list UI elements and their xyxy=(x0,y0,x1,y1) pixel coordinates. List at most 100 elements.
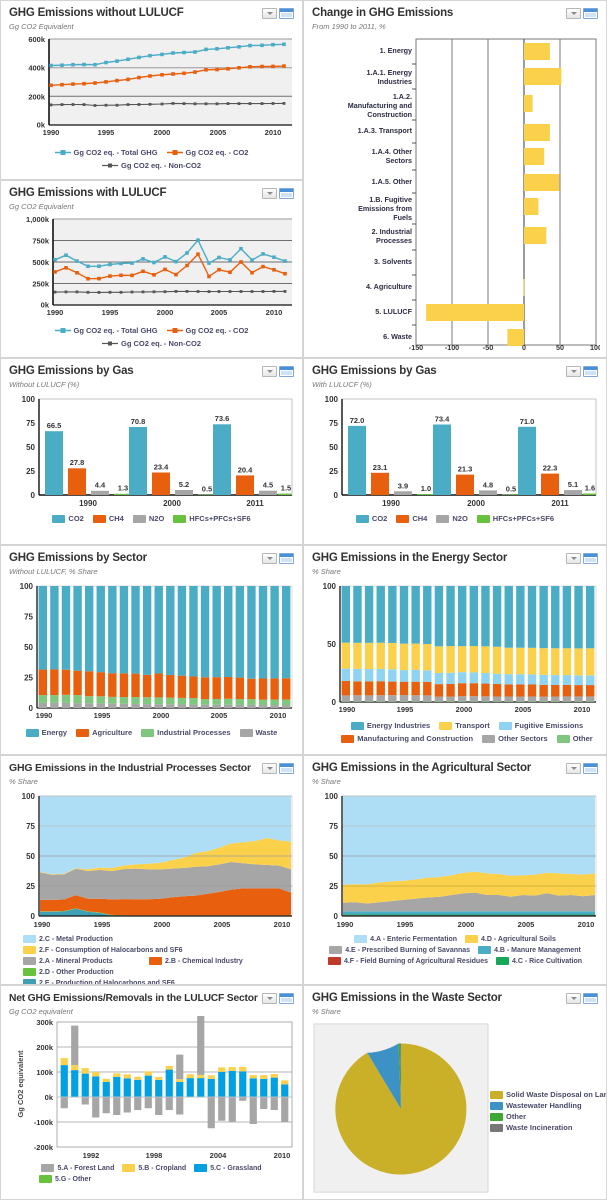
chevron-down-icon[interactable] xyxy=(262,993,277,1004)
svg-text:100: 100 xyxy=(325,395,339,404)
chevron-down-icon[interactable] xyxy=(262,366,277,377)
color-swatch-icon xyxy=(478,946,492,954)
panel-ghg-without-lulucf: GHG Emissions without LULUCF Gg CO2 Equi… xyxy=(0,0,303,180)
svg-text:Industries: Industries xyxy=(378,77,412,86)
svg-text:3.9: 3.9 xyxy=(398,481,408,490)
legend-item[interactable]: Wastewater Handling xyxy=(490,1101,598,1110)
open-window-icon[interactable] xyxy=(279,553,294,564)
legend-item[interactable]: 4.D - Agricultural Soils xyxy=(465,935,556,943)
svg-text:Fuels: Fuels xyxy=(393,213,412,222)
legend-item[interactable]: Industrial Processes xyxy=(141,728,231,737)
bars-1990: 72.0 23.1 3.9 1.0 1990 xyxy=(348,416,435,508)
chevron-down-icon[interactable] xyxy=(566,553,581,564)
legend-item[interactable]: 4.C - Rice Cultivation xyxy=(496,957,582,965)
legend-item[interactable]: 4.E - Prescribed Burning of Savannas xyxy=(329,946,470,954)
legend-item[interactable]: Gg CO2 eq. - Total GHG xyxy=(54,326,158,335)
open-window-icon[interactable] xyxy=(279,993,294,1004)
svg-text:20.4: 20.4 xyxy=(238,465,253,474)
legend-item[interactable]: Waste xyxy=(239,728,277,737)
legend-item[interactable]: HFCs+PFCs+SF6 xyxy=(476,514,554,523)
areas xyxy=(343,796,595,916)
legend-label: N2O xyxy=(452,514,468,523)
color-swatch-icon xyxy=(23,935,36,943)
legend-item[interactable]: Gg CO2 eq. - Non-CO2 xyxy=(101,339,201,348)
pie-slice-incineration[interactable] xyxy=(400,1043,401,1109)
legend-item[interactable]: Manufacturing and Construction xyxy=(341,734,473,743)
legend-item[interactable]: Agriculture xyxy=(76,728,132,737)
legend-item[interactable]: Solid Waste Disposal on Land xyxy=(490,1090,607,1099)
legend-item[interactable]: 2.B - Chemical Industry xyxy=(149,957,243,965)
chevron-down-icon[interactable] xyxy=(262,188,277,199)
legend-item[interactable]: 2.E - Production of Halocarbons and SF6 xyxy=(23,979,175,984)
legend-item[interactable]: Gg CO2 eq. - Non-CO2 xyxy=(101,161,201,170)
legend-label: Other Sectors xyxy=(498,734,548,743)
chevron-down-icon[interactable] xyxy=(566,366,581,377)
legend-item[interactable]: Fugitive Emissions xyxy=(498,721,583,730)
open-window-icon[interactable] xyxy=(583,553,598,564)
svg-text:2005: 2005 xyxy=(211,711,228,720)
legend-item[interactable]: N2O xyxy=(132,514,164,523)
legend-item[interactable]: 5.G - Other xyxy=(11,1175,292,1183)
chevron-down-icon[interactable] xyxy=(262,763,277,774)
legend-label: 5.A - Forest Land xyxy=(57,1164,115,1172)
open-window-icon[interactable] xyxy=(279,763,294,774)
legend-item[interactable]: 5.A - Forest Land xyxy=(41,1164,114,1172)
legend-item[interactable]: 2.F - Consumption of Halocarbons and SF6 xyxy=(23,946,183,954)
open-window-icon[interactable] xyxy=(279,366,294,377)
legend-item[interactable]: Other xyxy=(490,1112,598,1121)
panel-header: GHG Emissions in the Waste Sector % Shar… xyxy=(312,992,598,1020)
svg-text:250k: 250k xyxy=(32,280,50,289)
legend-item[interactable]: N2O xyxy=(436,514,468,523)
legend-item[interactable]: 4.B - Manure Management xyxy=(478,946,581,954)
legend-item[interactable]: Other xyxy=(556,734,593,743)
open-window-icon[interactable] xyxy=(583,763,598,774)
series-non-co2 xyxy=(49,102,286,107)
panel-title: GHG Emissions by Gas xyxy=(9,365,134,377)
legend-item[interactable]: 2.A - Mineral Products xyxy=(23,957,143,965)
legend-item[interactable]: CH4 xyxy=(396,514,427,523)
legend-item[interactable]: HFCs+PFCs+SF6 xyxy=(173,514,251,523)
legend-label: 2.C - Metal Production xyxy=(39,935,113,943)
legend-item[interactable]: 4.A - Enteric Fermentation xyxy=(354,935,457,943)
legend-item[interactable]: CO2 xyxy=(52,514,84,523)
legend-item[interactable]: 5.C - Grassland xyxy=(194,1164,262,1172)
panel-subtitle: % Share xyxy=(312,1007,341,1016)
svg-text:0: 0 xyxy=(31,912,36,921)
legend-item[interactable]: 2.D - Other Production xyxy=(23,968,143,976)
legend-item[interactable]: Gg CO2 eq. - Total GHG xyxy=(54,148,158,157)
legend-item[interactable]: 5.B - Cropland xyxy=(122,1164,186,1172)
chevron-down-icon[interactable] xyxy=(262,553,277,564)
chevron-down-icon[interactable] xyxy=(566,8,581,19)
legend-item[interactable]: Transport xyxy=(439,721,490,730)
legend-item[interactable]: Other Sectors xyxy=(482,734,548,743)
legend-item[interactable]: CO2 xyxy=(355,514,387,523)
svg-text:-50: -50 xyxy=(483,343,493,351)
legend-item[interactable]: Gg CO2 eq. - CO2 xyxy=(166,148,248,157)
legend-without-lulucf: Gg CO2 eq. - Total GHG Gg CO2 eq. - CO2 … xyxy=(9,145,294,171)
open-window-icon[interactable] xyxy=(279,8,294,19)
line-marker-icon xyxy=(54,150,71,155)
pie-slice-wastewater[interactable] xyxy=(367,1043,401,1109)
legend-item[interactable]: Gg CO2 eq. - CO2 xyxy=(166,326,248,335)
open-window-icon[interactable] xyxy=(583,8,598,19)
color-swatch-icon xyxy=(122,1164,136,1172)
pie-slice-other[interactable] xyxy=(398,1043,401,1109)
legend-label: Solid Waste Disposal on Land xyxy=(506,1090,607,1099)
panel-industrial-sector: GHG Emissions in the Industrial Processe… xyxy=(0,755,303,985)
y-axis-title: Gg CO2 equivalent xyxy=(16,1050,25,1118)
legend-item[interactable]: CH4 xyxy=(92,514,124,523)
color-swatch-icon xyxy=(76,728,90,737)
chevron-down-icon[interactable] xyxy=(262,8,277,19)
legend-item[interactable]: Energy Industries xyxy=(350,721,430,730)
open-window-icon[interactable] xyxy=(583,993,598,1004)
legend-item[interactable]: 4.F - Field Burning of Agricultural Resi… xyxy=(327,957,488,965)
chevron-down-icon[interactable] xyxy=(566,993,581,1004)
pie-slice-solid-waste[interactable] xyxy=(335,1043,467,1175)
chevron-down-icon[interactable] xyxy=(566,763,581,774)
legend-item[interactable]: 2.C - Metal Production xyxy=(23,935,143,943)
legend-item[interactable]: Waste Incineration xyxy=(490,1123,598,1132)
legend-item[interactable]: Energy xyxy=(25,728,67,737)
open-window-icon[interactable] xyxy=(583,366,598,377)
svg-text:25: 25 xyxy=(24,674,33,683)
open-window-icon[interactable] xyxy=(279,188,294,199)
